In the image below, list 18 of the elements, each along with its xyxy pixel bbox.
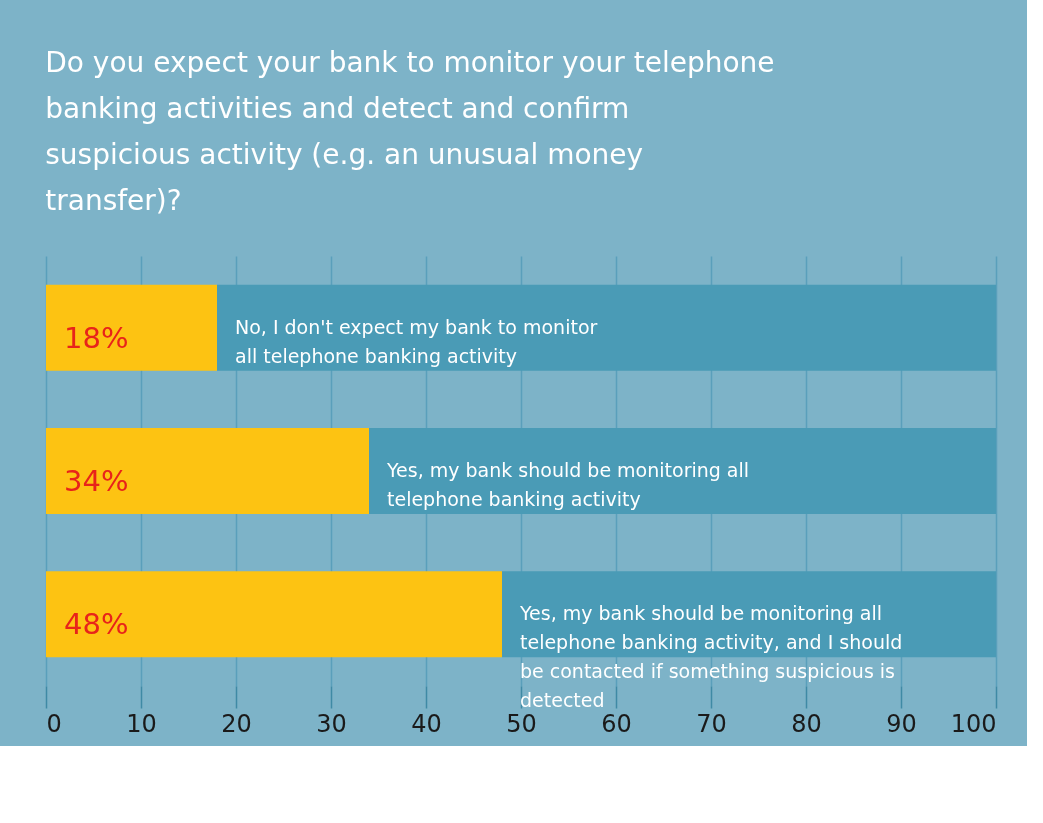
x-tick-label: 80 — [791, 709, 822, 738]
data-label: 34% — [64, 464, 129, 498]
data-label: 18% — [64, 320, 129, 355]
x-tick-label: 10 — [126, 709, 157, 738]
data-label: 48% — [64, 607, 129, 642]
y-tick-label: No, I don't expect my bank to monitor all telephone banking activity — [235, 315, 598, 367]
x-tick-label: 30 — [316, 709, 347, 738]
y-tick-label: Yes, my bank should be monitoring all telephone banking activity, and I should be contacted if something suspicious is detected — [519, 602, 903, 712]
y-tick-label: Yes, my bank should be monitoring all telephone banking activity — [386, 459, 750, 510]
x-tick-label: 50 — [506, 709, 537, 738]
x-tick-label: 20 — [221, 709, 252, 738]
x-tick-label: 0 — [46, 709, 62, 738]
x-tick-label: 70 — [696, 709, 727, 738]
x-tick-label: 60 — [601, 709, 632, 738]
x-tick-label: 90 — [886, 709, 917, 738]
chart-title: Do you expect your bank to monitor your telephone banking activities and detect and confirm suspicious activity (e.g. an unusual money transfer)? — [45, 46, 775, 217]
x-tick-label: 40 — [411, 709, 442, 738]
x-tick-label: 100 — [950, 709, 997, 738]
